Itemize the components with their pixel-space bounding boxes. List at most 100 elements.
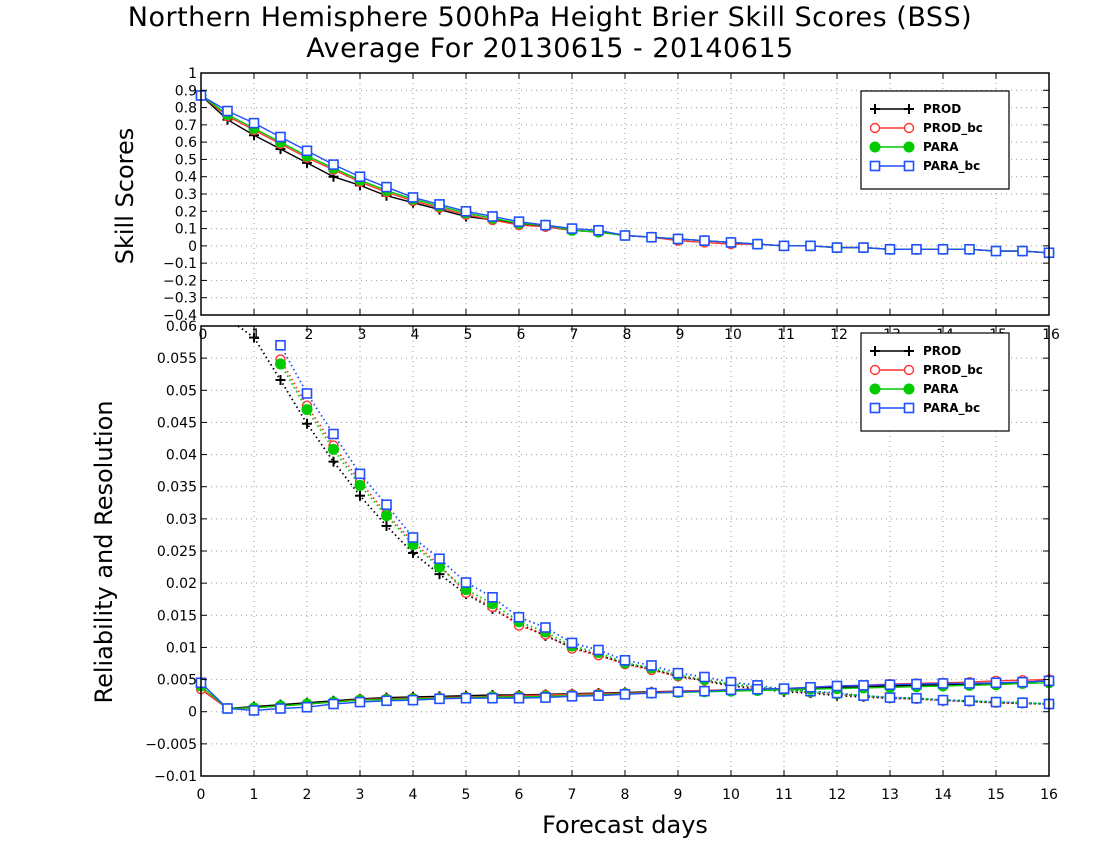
bottom-reliability-point-PARA_bc: [778, 683, 790, 694]
top-x-tick-label: 5: [464, 327, 473, 343]
top-x-tick-label: 3: [358, 327, 367, 343]
top-legend-label-PROD_bc: PROD_bc: [923, 121, 983, 136]
top-y-tick-label: 0.2: [175, 204, 197, 220]
bottom-x-tick-label: 4: [409, 787, 418, 803]
top-legend-marker-right-PROD_bc: [903, 122, 915, 134]
bottom-legend-box: [860, 332, 1010, 432]
bottom-legend-marker-left-PARA_bc: [869, 402, 881, 414]
bottom-legend-marker-left-PARA: [869, 383, 881, 395]
bottom-y-tick-label: 0.005: [157, 673, 197, 689]
top-x-tick-label: 7: [570, 327, 579, 343]
top-y-tick-label: −0.1: [163, 256, 197, 272]
top-bss-point-PARA_bc: [805, 240, 816, 252]
bottom-legend-marker-right-PROD: [904, 346, 914, 356]
top-y-tick-label: −0.3: [163, 291, 197, 307]
top-y-tick-label: 0.9: [175, 83, 197, 99]
bottom-resolution-point-PARA_bc: [301, 388, 313, 399]
top-legend-marker-right-PARA: [903, 141, 915, 153]
top-bss-point-PARA_bc: [275, 131, 286, 143]
bottom-reliability-point-PARA_bc: [407, 694, 419, 706]
chart-title: Northern Hemisphere 500hPa Height Brier …: [127, 2, 973, 33]
bottom-x-tick-label: 2: [303, 787, 312, 803]
bottom-x-tick-label: 8: [621, 787, 630, 803]
bottom-legend-marker-right-PARA_bc: [903, 402, 915, 414]
top-legend-marker-left-PROD_bc: [869, 122, 881, 134]
bottom-y-tick-label: 0.025: [157, 544, 197, 560]
bottom-resolution-point-PARA_bc: [407, 532, 419, 543]
bottom-reliability-point-PARA_bc: [990, 677, 1002, 689]
bottom-x-tick-label: 12: [828, 787, 846, 803]
bottom-resolution-point-PARA_bc: [699, 671, 710, 683]
top-bss-point-PARA_bc: [460, 205, 472, 217]
bottom-reliability-point-PARA_bc: [725, 684, 737, 696]
top-legend-label-PROD: PROD: [923, 102, 961, 116]
top-bss-point-PARA_bc: [328, 159, 339, 170]
top-bss-point-PARA_bc: [778, 240, 790, 252]
bottom-resolution-point-PARA_bc: [460, 577, 472, 588]
top-y-tick-label: 0.7: [175, 118, 197, 134]
top-x-tick-label: 11: [777, 327, 795, 343]
bottom-resolution-point-PARA_bc: [619, 654, 631, 666]
top-bss-point-PARA_bc: [248, 117, 260, 129]
bottom-y-tick-label: 0.03: [166, 512, 197, 528]
bottom-resolution-point-PARA: [354, 479, 366, 491]
top-legend-marker-right-PROD: [904, 104, 914, 114]
bottom-resolution-point-PARA_bc: [566, 637, 578, 649]
bottom-resolution-point-PARA_bc: [540, 622, 551, 633]
bottom-resolution-point-PARA: [328, 443, 339, 455]
bottom-resolution-point-PARA_bc: [487, 591, 498, 603]
bottom-reliability-point-PARA_bc: [619, 689, 631, 700]
bottom-legend-marker-right-PARA: [903, 383, 915, 395]
bottom-resolution-line-PROD-extension: [237, 325, 255, 339]
bottom-reliability-point-PARA_bc: [566, 690, 578, 702]
top-bss-point-PARA_bc: [566, 223, 578, 234]
top-x-tick-label: 2: [305, 327, 314, 343]
x-axis-label: Forecast days: [542, 811, 708, 839]
bottom-reliability-point-PARA_bc: [1017, 676, 1028, 688]
bottom-reliability-point-PARA_bc: [354, 696, 366, 708]
bottom-resolution-point-PARA_bc: [911, 692, 922, 704]
top-bss-point-PARA_bc: [699, 235, 710, 246]
bottom-resolution-point-PROD: [328, 456, 339, 467]
bottom-resolution-point-PARA_bc: [672, 667, 684, 679]
bottom-reliability-point-PARA_bc: [805, 681, 816, 693]
bottom-reliability-point-PARA_bc: [699, 685, 710, 697]
bottom-reliability-point-PARA_bc: [381, 695, 392, 707]
top-bss-point-PARA_bc: [831, 242, 843, 253]
bottom-reliability-point-PARA_bc: [911, 678, 922, 690]
bottom-legend-marker-left-PROD_bc: [869, 364, 881, 376]
bottom-x-tick-label: 15: [987, 787, 1005, 803]
bottom-reliability-point-PARA_bc: [752, 683, 763, 695]
bottom-resolution-point-PARA_bc: [884, 692, 896, 703]
top-bss-point-PARA_bc: [646, 231, 657, 243]
bottom-x-tick-label: 7: [568, 787, 577, 803]
top-bss-point-PARA_bc: [858, 242, 869, 253]
bottom-resolution-point-PARA_bc: [964, 695, 975, 707]
top-bss-point-PARA_bc: [964, 244, 975, 255]
top-y-tick-label: −0.2: [163, 273, 197, 289]
top-x-tick-label: 12: [830, 327, 848, 343]
bottom-y-tick-label: 0.055: [157, 351, 197, 367]
bottom-resolution-point-PROD: [302, 418, 312, 429]
top-bss-point-PARA_bc: [513, 216, 525, 227]
bottom-x-tick-label: 1: [250, 787, 259, 803]
top-y-tick-label: 0.4: [175, 170, 197, 186]
top-legend-label-PARA_bc: PARA_bc: [923, 159, 980, 174]
bottom-legend-label-PROD: PROD: [923, 344, 961, 358]
bottom-y-tick-label: 0.045: [157, 415, 197, 431]
top-bss-point-PARA_bc: [752, 238, 763, 250]
bottom-y-tick-label: 0.015: [157, 608, 197, 624]
top-y-tick-label: 0: [188, 239, 197, 255]
top-bss-point-PARA_bc: [487, 211, 498, 222]
top-x-tick-label: 10: [724, 327, 742, 343]
top-bss-point-PARA_bc: [434, 199, 445, 210]
bottom-resolution-point-PARA_bc: [354, 468, 366, 480]
top-x-tick-label: 8: [623, 327, 632, 343]
top-y-tick-label: −0.4: [163, 308, 197, 324]
bottom-resolution-point-PROD: [275, 375, 286, 385]
bottom-resolution-point-PARA_bc: [434, 553, 445, 565]
bottom-reliability-point-PARA_bc: [964, 678, 975, 689]
top-bss-point-PARA_bc: [619, 230, 631, 241]
bottom-y-tick-label: 0.04: [166, 448, 197, 464]
